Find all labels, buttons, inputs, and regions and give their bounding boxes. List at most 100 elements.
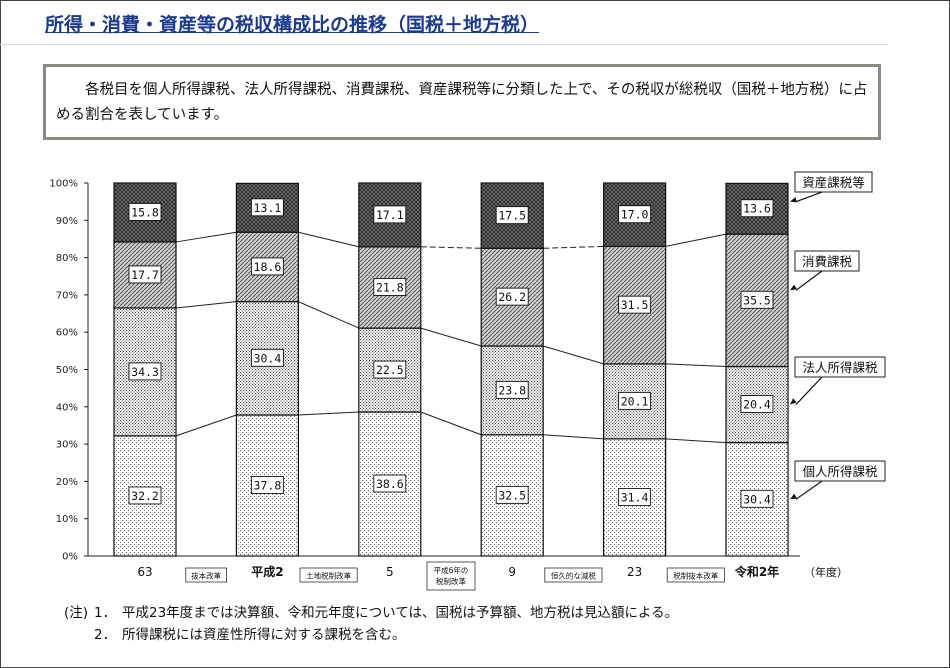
data-label-box [495, 287, 529, 306]
data-label: 20.1 [621, 394, 649, 408]
description-box: 各税目を個人所得課税、法人所得課税、消費課税、資産課税等に分類した上で、その税収… [43, 64, 881, 140]
data-label: 18.6 [254, 260, 282, 274]
reform-box [426, 561, 476, 591]
legend-arrow [795, 191, 823, 203]
reform-label: 土地税制改革 [306, 571, 351, 581]
connector-line [298, 411, 359, 416]
data-label: 38.6 [376, 477, 404, 491]
y-tick-label: 50% [56, 365, 78, 376]
y-tick-label: 30% [56, 440, 78, 451]
connector-line [665, 233, 727, 247]
connector-line [298, 301, 360, 329]
legend-label: 法人所得課税 [802, 360, 878, 375]
y-tick-label: 100% [49, 179, 78, 190]
data-label-box [618, 391, 652, 410]
data-label: 17.1 [376, 208, 404, 222]
data-label: 32.5 [498, 488, 526, 502]
data-label-box [495, 380, 529, 399]
connector-line [175, 231, 237, 243]
data-label: 31.5 [621, 298, 649, 312]
data-label-box [740, 290, 774, 309]
note-row-1: (注) 1． 平成23年度までは決算額、令和元年度については、国税は予算額、地方税は… [64, 602, 678, 624]
legend-arrowhead [790, 398, 797, 405]
reform-label: 税制抜本改革 [673, 571, 718, 581]
connector-line [420, 411, 482, 436]
reform-label: 抜本改革 [191, 571, 221, 581]
x-tick-label: 23 [627, 565, 642, 579]
data-label-box [740, 395, 774, 414]
legend-arrow [795, 376, 823, 405]
connector-line [543, 245, 604, 249]
legend-arrowhead [790, 493, 797, 500]
reform-box [185, 567, 228, 583]
data-label-box [250, 476, 284, 494]
x-tick-label: 9 [508, 565, 516, 579]
connector-line [420, 327, 482, 347]
legend-arrow [795, 270, 823, 291]
connector-line [420, 246, 482, 249]
reform-label: 恒久的な減税 [551, 571, 596, 581]
y-tick-label: 40% [56, 402, 78, 413]
data-label: 34.3 [131, 365, 159, 379]
data-label-box [740, 199, 774, 218]
data-label-box [128, 203, 162, 221]
data-label: 20.4 [743, 398, 771, 412]
reform-label: 平成6年の税制改革 [434, 565, 469, 586]
data-label-box [740, 489, 774, 508]
data-label-box [373, 360, 407, 379]
data-label: 30.4 [254, 351, 282, 365]
connector-line [665, 438, 727, 444]
note-lead: (注) [64, 605, 89, 621]
legend-box [794, 356, 886, 378]
data-label: 22.5 [376, 363, 404, 377]
connector-line [543, 345, 604, 365]
legend-box [794, 250, 860, 272]
data-label-box [128, 362, 162, 381]
data-label-box [250, 348, 284, 367]
data-label-box [128, 265, 162, 284]
y-tick-label: 60% [56, 328, 78, 339]
reform-box [299, 567, 358, 583]
data-label: 17.5 [498, 209, 526, 223]
data-label-box [618, 295, 652, 314]
data-label-box [618, 487, 652, 506]
connector-line [298, 231, 359, 248]
x-tick-label: 平成2 [251, 564, 283, 579]
data-label-box [495, 485, 529, 504]
data-label: 15.8 [131, 205, 159, 219]
legend-arrowhead [790, 284, 797, 291]
x-tick-label: 63 [137, 565, 152, 579]
data-label-box [618, 205, 652, 224]
x-tick-label: 5 [386, 565, 394, 579]
data-label: 21.8 [376, 280, 404, 294]
notes: (注) 1． 平成23年度までは決算額、令和元年度については、国税は予算額、地方税は… [64, 602, 678, 646]
data-label-box [250, 257, 284, 276]
y-tick-label: 80% [56, 253, 78, 264]
data-label: 13.1 [254, 201, 282, 215]
title-bar: 所得・消費・資産等の税収構成比の推移（国税＋地方税） [0, 0, 888, 45]
note-row-2: 2． 所得課税には資産性所得に対する課税を含む。 [64, 624, 678, 646]
connector-line [665, 363, 727, 368]
x-tick-label: 令和2年 [734, 564, 779, 579]
data-label: 17.0 [621, 208, 649, 222]
data-label-box [495, 206, 529, 225]
data-label-box [373, 205, 407, 224]
note-num-1: 1． [94, 605, 117, 621]
legend-label: 資産課税等 [802, 175, 865, 190]
legend-arrow [795, 480, 823, 500]
data-label: 32.2 [131, 489, 159, 503]
data-label: 35.5 [743, 293, 771, 307]
y-tick-label: 10% [56, 514, 78, 525]
page-title[interactable]: 所得・消費・資産等の税収構成比の推移（国税＋地方税） [45, 14, 540, 36]
legend-arrowhead [790, 197, 797, 203]
y-tick-label: 0% [62, 552, 78, 563]
connector-line [175, 301, 237, 309]
reform-box [544, 567, 603, 583]
data-label-box [373, 277, 407, 296]
x-unit-label: （年度） [804, 565, 848, 579]
y-tick-label: 70% [56, 290, 78, 301]
y-tick-label: 90% [56, 216, 78, 227]
data-label: 23.8 [498, 383, 526, 397]
legend-box [794, 460, 886, 482]
note-text-2: 所得課税には資産性所得に対する課税を含む。 [122, 627, 406, 643]
